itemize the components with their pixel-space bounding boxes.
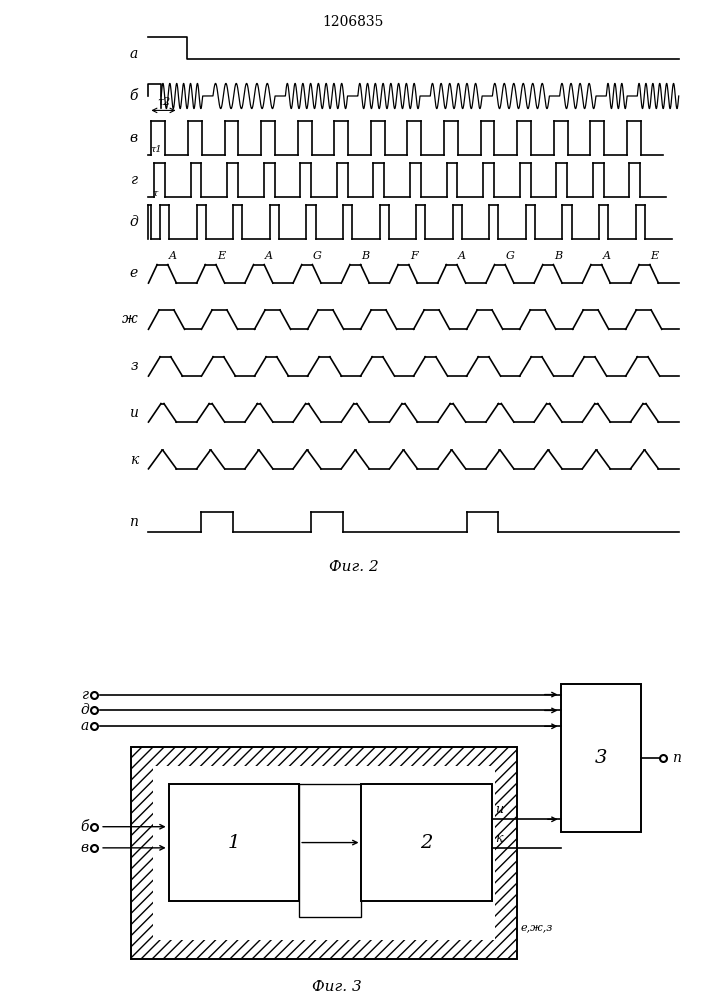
Bar: [299, 784, 361, 917]
Text: 1206835: 1206835: [323, 15, 384, 29]
Bar: [561, 684, 641, 832]
Text: τ: τ: [153, 188, 158, 197]
Text: д: д: [80, 703, 89, 717]
Text: к: к: [495, 832, 503, 845]
Text: 2: 2: [421, 834, 433, 852]
Text: к: к: [129, 453, 138, 467]
Text: G: G: [506, 251, 515, 261]
Text: ж: ж: [122, 312, 138, 326]
Text: е: е: [129, 266, 138, 280]
Bar: [153, 766, 495, 940]
Text: п: п: [672, 751, 682, 765]
Text: a: a: [129, 47, 138, 61]
Text: б: б: [81, 820, 89, 834]
Text: а: а: [81, 719, 89, 733]
Text: и: и: [495, 803, 503, 816]
Bar: [361, 784, 492, 901]
Text: A: A: [458, 251, 466, 261]
Text: 1: 1: [228, 834, 240, 852]
Text: τ2: τ2: [157, 97, 170, 107]
Text: τ1: τ1: [151, 145, 163, 154]
Text: F: F: [410, 251, 417, 261]
Bar: [299, 784, 361, 917]
Text: Фиг. 3: Фиг. 3: [312, 980, 361, 994]
Text: A: A: [168, 251, 177, 261]
Text: E: E: [650, 251, 659, 261]
Text: в: в: [81, 841, 89, 855]
Text: 3: 3: [595, 749, 607, 767]
Text: д: д: [129, 215, 138, 229]
Text: е,ж,з: е,ж,з: [520, 922, 552, 932]
Text: G: G: [312, 251, 322, 261]
Text: з: з: [130, 359, 138, 373]
Text: г: г: [82, 688, 89, 702]
Text: B: B: [554, 251, 562, 261]
Text: Фиг. 2: Фиг. 2: [329, 560, 378, 574]
Text: п: п: [129, 515, 138, 529]
Text: A: A: [265, 251, 273, 261]
Text: г: г: [131, 173, 138, 187]
Text: B: B: [361, 251, 370, 261]
Bar: [168, 784, 299, 901]
Bar: [132, 747, 517, 959]
Text: в: в: [130, 131, 138, 145]
Text: и: и: [129, 406, 138, 420]
Text: б: б: [129, 89, 138, 103]
Text: A: A: [602, 251, 610, 261]
Text: E: E: [217, 251, 225, 261]
